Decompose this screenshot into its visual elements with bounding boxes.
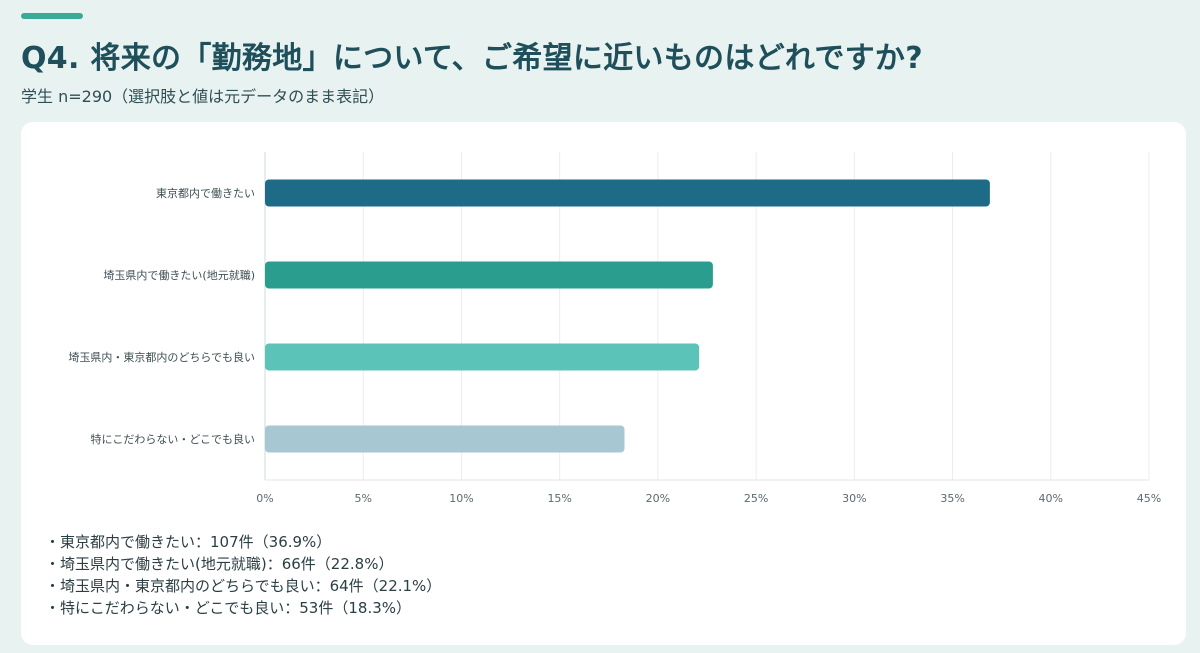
note-item: 東京都内で働きたい：107件（36.9%） bbox=[45, 531, 441, 553]
chart-card: 0% 5% 10% 15% 20% 25% 30% 35% 40% 45% 東京都内で働きたい埼玉県… bbox=[21, 122, 1186, 645]
category-label: 特にこだわらない・どこでも良い bbox=[91, 432, 255, 446]
accent-bar bbox=[21, 13, 83, 19]
x-tick-label: 30% bbox=[842, 492, 866, 505]
bar bbox=[265, 261, 713, 289]
bar bbox=[265, 343, 700, 371]
x-tick-label: 35% bbox=[940, 492, 964, 505]
notes-list: 東京都内で働きたい：107件（36.9%） 埼玉県内で働きたい(地元就職)：66… bbox=[45, 531, 441, 619]
page-title: Q4. 将来の「勤務地」について、ご希望に近いものはどれですか? bbox=[21, 41, 923, 76]
x-tick-label: 25% bbox=[744, 492, 768, 505]
x-tick-label: 0% bbox=[256, 492, 273, 505]
note-item: 特にこだわらない・どこでも良い：53件（18.3%） bbox=[45, 597, 441, 619]
x-tick-label: 20% bbox=[646, 492, 670, 505]
note-item: 埼玉県内・東京都内のどちらでも良い：64件（22.1%） bbox=[45, 575, 441, 597]
x-tick-label: 15% bbox=[547, 492, 571, 505]
x-tick-label: 45% bbox=[1137, 492, 1161, 505]
bar bbox=[265, 179, 990, 207]
x-tick-label: 10% bbox=[449, 492, 473, 505]
note-item: 埼玉県内で働きたい(地元就職)：66件（22.8%） bbox=[45, 553, 441, 575]
category-label: 埼玉県内・東京都内のどちらでも良い bbox=[68, 350, 255, 364]
bar-chart: 0% 5% 10% 15% 20% 25% 30% 35% 40% 45% 東京都内で働きたい埼玉県… bbox=[68, 152, 1161, 505]
x-tick-label: 5% bbox=[354, 492, 371, 505]
category-label: 埼玉県内で働きたい(地元就職) bbox=[103, 268, 255, 282]
bar bbox=[265, 425, 625, 453]
category-label: 東京都内で働きたい bbox=[156, 186, 255, 200]
page-subtitle: 学生 n=290（選択肢と値は元データのまま表記） bbox=[21, 87, 385, 106]
x-tick-label: 40% bbox=[1039, 492, 1063, 505]
